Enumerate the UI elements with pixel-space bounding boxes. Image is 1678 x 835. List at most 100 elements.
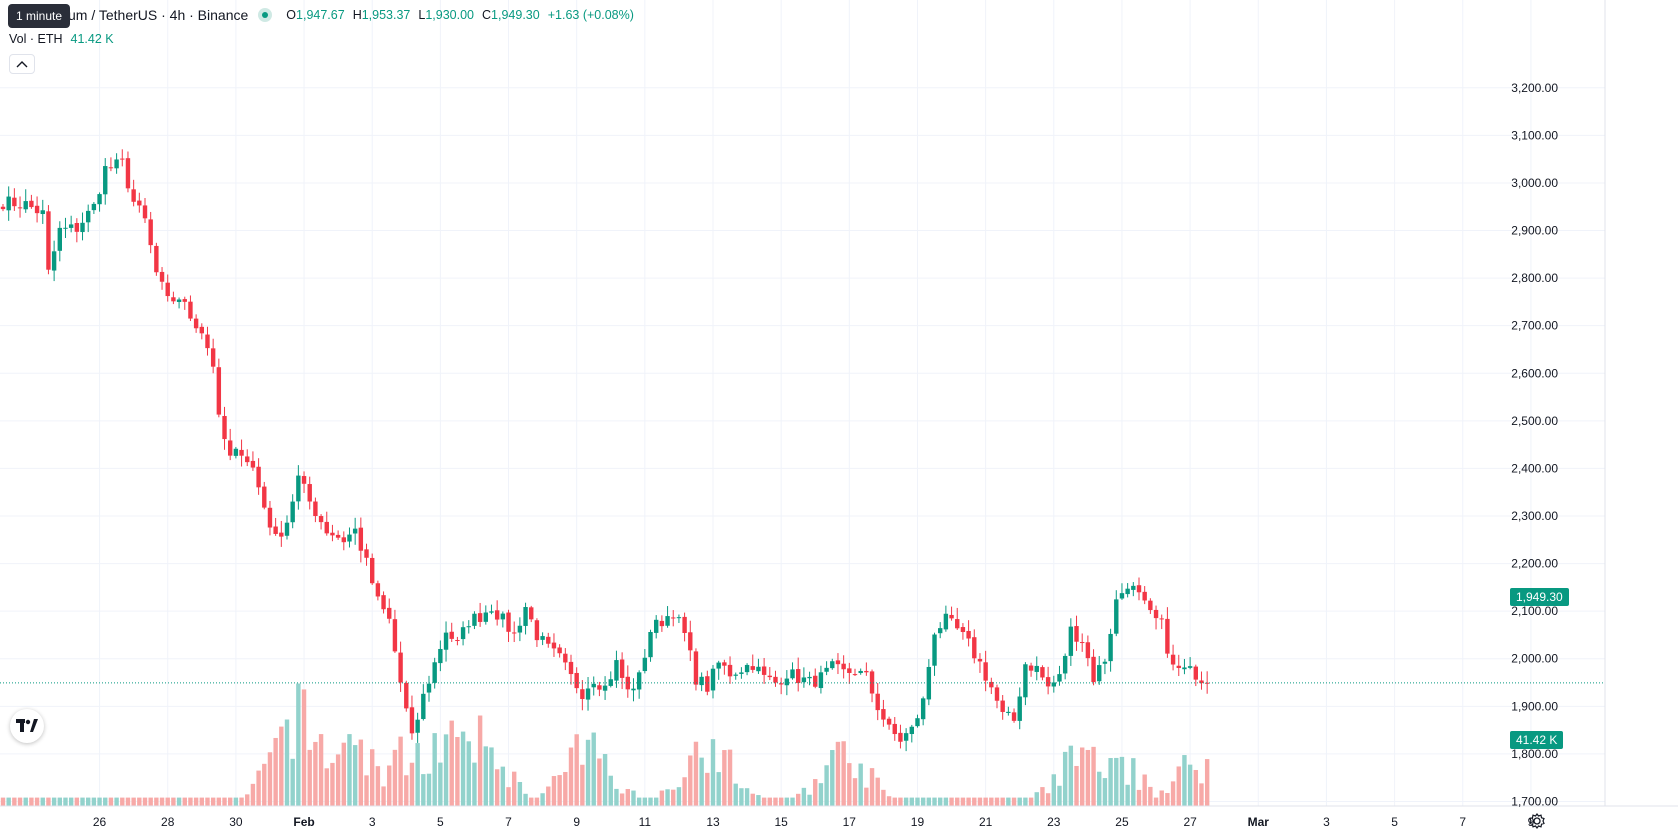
volume-bar — [807, 794, 812, 806]
candle-body — [91, 203, 97, 211]
candle-body — [977, 658, 983, 662]
volume-bar — [881, 789, 886, 806]
candle — [625, 665, 630, 698]
candle — [631, 678, 636, 702]
volume-bar — [228, 797, 233, 806]
candle — [494, 600, 500, 626]
candle-body — [216, 367, 222, 415]
candle — [0, 203, 6, 212]
ohlc-high-value: 1,953.37 — [361, 8, 411, 22]
candle — [80, 212, 85, 241]
candle — [801, 667, 807, 688]
candle — [943, 605, 949, 632]
candle-body — [80, 222, 85, 233]
volume-bar — [449, 720, 454, 806]
candle — [1040, 665, 1045, 681]
collapse-legend-button[interactable] — [9, 54, 35, 74]
candle-body — [733, 674, 738, 676]
candle-body — [46, 211, 51, 270]
volume-legend[interactable]: Vol · ETH 41.42 K — [9, 32, 114, 46]
candle-body — [324, 521, 329, 534]
volume-bar — [347, 734, 352, 806]
volume-bar — [767, 797, 772, 806]
candle — [335, 530, 341, 540]
volume-bar — [716, 772, 721, 806]
volume-bar — [387, 765, 392, 806]
candle — [483, 605, 488, 625]
price-tick-label: 2,000.00 — [1511, 652, 1558, 666]
volume-bar — [120, 797, 125, 806]
candle-body — [313, 501, 318, 517]
candle-body — [290, 501, 295, 523]
candle — [858, 668, 863, 675]
candle — [63, 217, 68, 239]
candle — [313, 497, 318, 523]
volume-bar — [307, 749, 312, 806]
candle — [142, 198, 148, 224]
ohlc-high-key: H — [352, 8, 362, 22]
candle-body — [955, 619, 960, 629]
candle-body — [421, 693, 426, 720]
volume-bar — [699, 757, 704, 806]
volume-bar — [1080, 747, 1085, 806]
candle-body — [1187, 666, 1193, 668]
candle-body — [63, 227, 68, 229]
candle — [1153, 605, 1159, 630]
volume-bar — [324, 768, 329, 806]
candle — [239, 439, 244, 467]
price-tick-label: 2,300.00 — [1511, 509, 1558, 523]
volume-bar — [534, 797, 540, 806]
candle — [739, 667, 744, 679]
ohlc-close-value: 1,949.30 — [491, 8, 540, 22]
volume-bar — [648, 797, 653, 806]
candle — [1170, 644, 1176, 671]
candle — [659, 615, 665, 632]
volume-bar — [659, 790, 665, 806]
candle — [824, 661, 829, 676]
candle-body — [727, 664, 733, 677]
candle — [23, 189, 28, 213]
volume-bar — [818, 783, 824, 806]
volume-bar — [790, 797, 795, 806]
candle — [381, 591, 386, 614]
candle-body — [301, 476, 307, 484]
candle-body — [483, 612, 488, 622]
candle — [1204, 671, 1210, 694]
candle — [1131, 582, 1136, 597]
volume-bar — [1165, 793, 1170, 806]
candle — [125, 151, 131, 193]
candle-body — [807, 676, 812, 679]
candle — [370, 553, 375, 585]
candle — [472, 611, 477, 630]
settings-icon[interactable] — [1528, 812, 1546, 830]
last-volume-badge: 41.42 K — [1510, 731, 1564, 749]
volume-bar — [671, 789, 676, 806]
candle — [460, 621, 466, 646]
volume-bar — [960, 797, 966, 806]
price-tick-label: 1,900.00 — [1511, 699, 1558, 713]
volume-bar — [0, 797, 6, 806]
candle-body — [23, 201, 28, 210]
volume-bar — [1011, 797, 1017, 806]
candle-body — [972, 637, 977, 659]
volume-bar — [381, 786, 386, 806]
candle — [847, 662, 852, 684]
volume-bar — [148, 797, 153, 806]
volume-bar — [154, 797, 159, 806]
tradingview-logo-icon[interactable] — [10, 709, 44, 743]
candle-body — [654, 619, 659, 633]
volume-bar — [551, 776, 557, 806]
candle — [773, 670, 778, 687]
candle-body — [1057, 674, 1062, 682]
volume-bar — [512, 771, 517, 806]
volume-bar — [801, 787, 807, 806]
volume-bar — [727, 749, 733, 806]
symbol-legend[interactable]: um / TetherUS · 4h · Binance O 1,947.67 H… — [10, 7, 634, 23]
candle — [199, 323, 204, 340]
candle — [34, 196, 40, 223]
candle — [131, 179, 136, 207]
volume-bar — [591, 732, 596, 806]
candle-body — [341, 537, 346, 543]
candle — [404, 680, 409, 712]
